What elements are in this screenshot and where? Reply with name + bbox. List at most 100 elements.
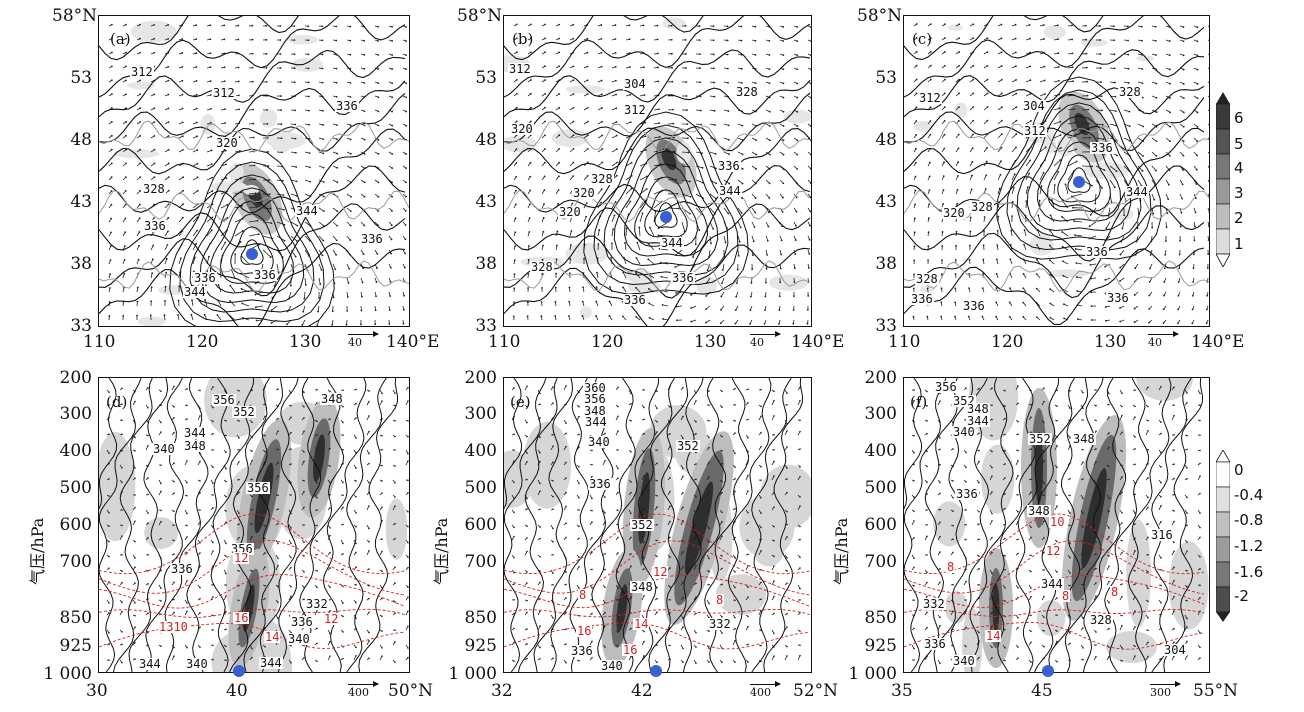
vector-ref-b: 40 [750, 331, 781, 349]
x-tick-label: 110 [888, 332, 921, 352]
contour-label: 336 [170, 562, 194, 576]
vector-ref-e: 400 [750, 681, 781, 699]
contour-label: 304 [1163, 643, 1187, 657]
red-contour-label: 16 [622, 643, 639, 657]
contour-label: 320 [942, 206, 966, 220]
ylabel-e: 气压/hPa [432, 517, 451, 585]
vorticity-shading [113, 20, 324, 326]
panel-e-section [504, 378, 811, 672]
red-contour-label: 8 [578, 588, 588, 602]
contour-label: 336 [1085, 245, 1109, 259]
contour-label: 328 [915, 272, 939, 286]
theta-contours [504, 16, 811, 326]
contour-label: 360 [583, 381, 607, 395]
x-tick-label: 140°E [386, 332, 440, 352]
red-contour-label: 16 [576, 624, 593, 638]
y-tick-label: 300 [464, 404, 497, 424]
panel-d-label: (d) [106, 393, 128, 411]
contour-label: 336 [253, 268, 277, 282]
y-tick-label: 500 [464, 478, 497, 498]
x-tick-label: 30 [86, 681, 108, 701]
y-tick-label: 850 [464, 608, 497, 628]
red-contour-label: 14 [633, 617, 650, 631]
panel-f-section [904, 378, 1209, 672]
y-tick-label: 43 [875, 192, 897, 212]
x-tick-label: 35 [891, 681, 913, 701]
panel-a-label: (a) [110, 30, 131, 48]
y-tick-label: 58°N [52, 6, 98, 26]
x-tick-label: 120 [591, 332, 624, 352]
ylabel-d: 气压/hPa [28, 517, 47, 585]
x-tick-label: 32 [491, 681, 513, 701]
colorbar-tick-label: 2 [1234, 209, 1244, 227]
contour-label: 328 [735, 85, 759, 99]
panel-f-label: (f) [910, 393, 928, 411]
y-tick-label: 700 [59, 552, 92, 572]
contour-label: 336 [671, 271, 695, 285]
x-tick-label: 45 [1031, 681, 1053, 701]
panel-f [903, 377, 1210, 673]
y-tick-label: 38 [475, 254, 497, 274]
x-tick-label: 140°E [1191, 332, 1245, 352]
red-contour-label: 1310 [158, 620, 189, 634]
cyclone-center-marker-e [650, 665, 662, 677]
contour-label: 344 [584, 415, 608, 429]
contour-label: 336 [335, 99, 359, 113]
y-tick-label: 500 [864, 478, 897, 498]
contour-label: 336 [623, 293, 647, 307]
contour-label: 328 [590, 172, 614, 186]
vector-ref-c: 40 [1148, 331, 1179, 349]
x-tick-label: 130 [1094, 332, 1127, 352]
vorticity-shading [913, 24, 1155, 293]
panel-a [98, 15, 410, 327]
red-contour-label: 12 [1045, 544, 1062, 558]
vector-ref-f: 300 [1150, 681, 1181, 699]
x-tick-label: 110 [83, 332, 116, 352]
panel-a-map [99, 16, 409, 326]
contour-label: 340 [952, 654, 976, 668]
colorbar-tick-label: 4 [1234, 159, 1244, 177]
contour-label: 332 [922, 597, 946, 611]
x-tick-label: 40 [226, 681, 248, 701]
x-tick-label: 110 [488, 332, 521, 352]
panel-c-label: (c) [912, 30, 933, 48]
contour-label: 320 [572, 186, 596, 200]
y-tick-label: 850 [864, 608, 897, 628]
contour-label: 356 [246, 481, 270, 495]
colorbar-tick-label: -2 [1234, 587, 1249, 605]
contour-label: 352 [1028, 432, 1052, 446]
contour-label: 348 [320, 392, 344, 406]
panel-b-label: (b) [512, 30, 534, 48]
contour-label: 332 [708, 617, 732, 631]
contour-label: 312 [508, 62, 532, 76]
red-contour-label: 12 [233, 551, 250, 565]
red-dashed-contours [504, 513, 811, 650]
red-contour-label: 14 [264, 630, 281, 644]
x-tick-label: 120 [991, 332, 1024, 352]
y-tick-label: 300 [864, 404, 897, 424]
y-tick-label: 33 [70, 316, 92, 336]
y-tick-label: 1 000 [43, 664, 92, 684]
y-tick-label: 53 [475, 68, 497, 88]
contour-label: 340 [600, 659, 624, 673]
contour-label: 336 [962, 299, 986, 313]
y-tick-label: 48 [475, 130, 497, 150]
y-tick-label: 300 [59, 404, 92, 424]
y-tick-label: 200 [59, 368, 92, 388]
contour-label: 312 [130, 65, 154, 79]
contour-label: 328 [1089, 613, 1113, 627]
contour-label: 312 [918, 91, 942, 105]
contour-label: 348 [1027, 504, 1051, 518]
y-tick-label: 53 [875, 68, 897, 88]
red-contour-label: 12 [323, 612, 340, 626]
contour-label: 344 [183, 426, 207, 440]
contour-label: 344 [966, 414, 990, 428]
y-tick-label: 700 [464, 552, 497, 572]
contour-label: 336 [193, 271, 217, 285]
contour-label: 328 [970, 200, 994, 214]
contour-label: 336 [910, 292, 934, 306]
colorbar-tick-label: 0 [1234, 461, 1244, 479]
bottom-colorbar [1215, 449, 1231, 622]
red-contour-label: 8 [946, 560, 956, 574]
red-contour-label: 8 [1110, 585, 1120, 599]
